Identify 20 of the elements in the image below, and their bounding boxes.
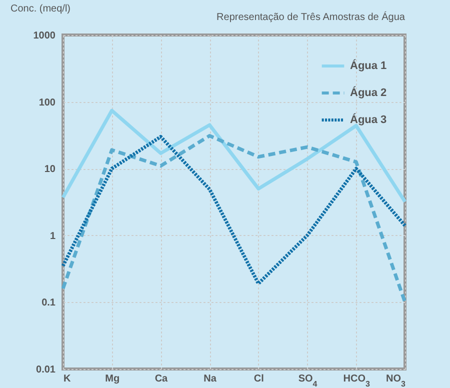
x-tick-label: Na bbox=[204, 374, 217, 384]
x-tick-label: K bbox=[64, 374, 72, 384]
y-tick-label: 100 bbox=[38, 97, 56, 108]
legend-label: Água 1 bbox=[350, 59, 387, 72]
y-tick-label: 10 bbox=[44, 164, 56, 176]
y-tick-label: 1000 bbox=[33, 30, 56, 42]
x-tick-label: SO$_{4}$ bbox=[298, 374, 318, 388]
legend-label: Água 3 bbox=[350, 113, 387, 126]
y-axis-title: Conc. (meq/l) bbox=[10, 4, 71, 14]
x-tick-label: HCO$_{3}$ bbox=[343, 374, 371, 388]
x-tick-label: Mg bbox=[105, 374, 120, 384]
x-tick-label: Cl bbox=[254, 374, 264, 384]
y-tick-label: 0.1 bbox=[42, 298, 56, 309]
line-series bbox=[61, 108, 407, 204]
x-tick-label: Ca bbox=[154, 374, 168, 384]
x-tick-label: NO$_{3}$ bbox=[386, 374, 406, 388]
legend-label: Água 2 bbox=[350, 86, 387, 99]
y-tick-label: 0.01 bbox=[36, 364, 56, 376]
y-tick-label: 1 bbox=[50, 230, 56, 242]
chart-title: Representação de Três Amostras de Água bbox=[216, 12, 405, 23]
